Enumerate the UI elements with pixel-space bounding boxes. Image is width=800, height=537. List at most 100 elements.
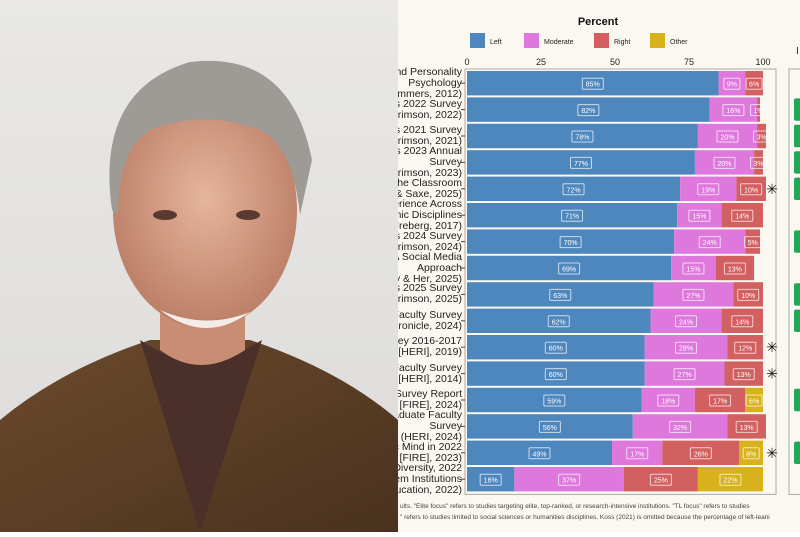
y-category-label: A Social Media Approach ey & Her, 2025) (398, 250, 462, 285)
value-label-box (713, 156, 736, 169)
x-tick-label: 100 (755, 57, 770, 67)
value-label: 85% (586, 82, 600, 89)
stacked-bar-chart: Percent Left Moderate Right Other 0 25 50 75 100 8… (461, 16, 800, 495)
value-label-box (688, 209, 711, 222)
value-label-box (561, 209, 584, 222)
value-label: 37% (562, 478, 576, 485)
bar-left (467, 414, 633, 439)
bar-moderate (677, 203, 722, 228)
y-category-label: es 2021 Survey Crimson, 2021) (398, 124, 462, 147)
value-label-box (571, 130, 594, 143)
bar-left (467, 467, 515, 492)
bar-right (736, 176, 766, 201)
value-label: 49% (533, 451, 547, 458)
value-label: 10% (744, 187, 758, 194)
y-category-label: es 2024 Survey Crimson, 2024) (398, 229, 462, 253)
side-panel-green-box (794, 98, 800, 121)
value-label: 19% (701, 187, 715, 194)
value-label-box (558, 473, 581, 486)
y-category-label: Faculty Survey l. [HERI], 2014) (398, 361, 462, 385)
value-label-box (543, 394, 566, 407)
value-label-box (750, 156, 768, 169)
value-label: 82% (581, 108, 595, 115)
value-label-box (528, 447, 551, 460)
side-panel-green-box (794, 230, 800, 253)
value-label: 60% (549, 372, 563, 379)
value-label: 26% (694, 451, 708, 458)
value-label: 3% (753, 161, 763, 168)
legend-label-other: Other (670, 39, 688, 46)
bar-left (467, 335, 645, 360)
value-label-box (569, 156, 592, 169)
value-label-box (559, 236, 582, 249)
value-label-box (697, 183, 720, 196)
asterisk-marker: ✳ (766, 445, 778, 461)
bar-moderate (718, 71, 746, 96)
value-label-box (538, 420, 561, 433)
value-label: 27% (678, 372, 692, 379)
value-label: 18% (661, 399, 675, 406)
bar-other (697, 467, 763, 492)
value-label: 60% (549, 346, 563, 353)
value-label: 20% (720, 135, 734, 142)
value-label-box (753, 130, 771, 143)
value-label: 32% (673, 425, 687, 432)
value-label-box (673, 368, 696, 381)
bar-left (467, 150, 695, 175)
value-label: 77% (574, 161, 588, 168)
value-label: 69% (562, 267, 576, 274)
value-label: 5% (748, 240, 758, 247)
footnote-line-2: " refers to studies limited to social sc… (400, 514, 770, 521)
bar-right (724, 361, 763, 386)
chart-title: Percent (578, 16, 619, 28)
asterisk-marker: ✳ (766, 339, 778, 355)
value-label: 10% (741, 293, 755, 300)
bar-moderate (650, 308, 722, 333)
bar-right (754, 150, 763, 175)
value-label-box (735, 420, 758, 433)
bar-left (467, 282, 654, 307)
legend-label-moderate: Moderate (544, 39, 574, 46)
legend-swatch-left (470, 33, 485, 48)
bar-moderate (644, 361, 725, 386)
side-panel-green-box (794, 283, 800, 306)
value-label-box (657, 394, 680, 407)
bar-moderate (709, 97, 758, 122)
value-label-box (737, 288, 760, 301)
bar-right (721, 203, 763, 228)
portrait-photo (0, 0, 398, 532)
value-label: 72% (567, 187, 581, 194)
side-panel-header: I fo (796, 46, 800, 57)
legend-label-right: Right (614, 39, 630, 46)
value-label-box (745, 77, 763, 90)
asterisk-marker: ✳ (766, 366, 778, 382)
value-label: 28% (679, 346, 693, 353)
value-label: 9% (727, 82, 737, 89)
value-label-box (750, 104, 768, 117)
bar-left (467, 71, 719, 96)
value-label-box (734, 341, 757, 354)
value-label: 13% (740, 425, 754, 432)
value-label: 16% (484, 478, 498, 485)
value-label-box (744, 236, 762, 249)
bar-moderate (514, 467, 624, 492)
bar-moderate (671, 255, 716, 281)
bar-left (467, 255, 672, 281)
bar-right (757, 123, 766, 149)
value-label: 24% (703, 240, 717, 247)
legend-label-left: Left (490, 39, 502, 46)
bar-moderate (674, 229, 746, 254)
value-label: 17% (630, 451, 644, 458)
value-label-box (675, 315, 698, 328)
value-label: 59% (547, 399, 561, 406)
y-category-label: perience Across mic Disciplines Freberg,… (398, 197, 462, 232)
value-label-box (577, 104, 600, 117)
y-category-label: rvey 2016-2017 l. [HERI], 2019) (398, 335, 462, 359)
y-category-label: the Classroom , & Saxe, 2025) (398, 176, 462, 200)
value-label-box (544, 341, 567, 354)
side-panel-green-box (794, 388, 800, 412)
y-category-label: raduate Faculty Survey (HERI, 2024) (398, 408, 462, 443)
bar-moderate (641, 387, 695, 413)
value-label-box (745, 394, 763, 407)
bar-right (757, 97, 761, 122)
